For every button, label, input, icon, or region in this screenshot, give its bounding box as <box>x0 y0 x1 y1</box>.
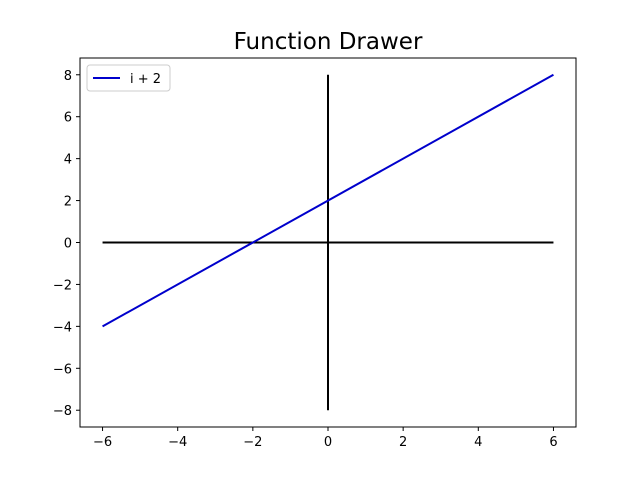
legend-label: i + 2 <box>130 72 161 87</box>
x-tick-label: 2 <box>399 435 407 450</box>
x-tick-label: −6 <box>93 435 112 450</box>
chart-title: Function Drawer <box>234 29 423 55</box>
x-tick-label: 0 <box>324 435 332 450</box>
axis-ticks: −6 −4 −2 0 2 4 6 −8 −6 −4 −2 0 2 4 6 8 <box>53 69 558 450</box>
x-tick-label: 4 <box>474 435 482 450</box>
y-tick-label: −2 <box>53 278 72 293</box>
x-tick-label: −2 <box>243 435 262 450</box>
legend-box <box>86 64 171 92</box>
y-tick-label: 2 <box>64 195 72 210</box>
series-line <box>102 73 554 328</box>
legend: i + 2 <box>86 64 171 92</box>
y-tick-label: 8 <box>64 69 72 84</box>
y-tick-label: 4 <box>64 153 72 168</box>
y-tick-label: 6 <box>64 111 72 126</box>
x-tick-label: 6 <box>549 435 557 450</box>
plot-area <box>102 73 554 411</box>
x-tick-label: −4 <box>168 435 187 450</box>
y-tick-label: 0 <box>64 237 72 252</box>
y-tick-label: −6 <box>53 362 72 377</box>
y-tick-label: −8 <box>53 404 72 419</box>
y-tick-label: −4 <box>53 320 72 335</box>
